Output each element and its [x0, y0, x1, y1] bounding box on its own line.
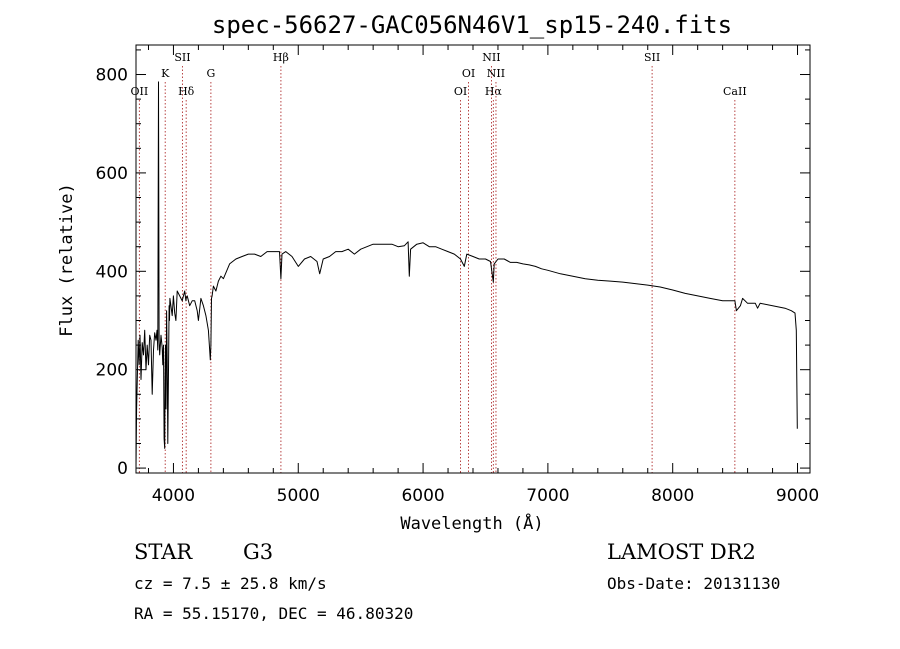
x-axis: 4000 5000 6000 7000 8000 9000: [147, 45, 819, 506]
object-class: STAR: [134, 540, 193, 564]
line-marker-label: OII: [131, 85, 149, 98]
redshift-text: cz = 7.5 ± 25.8 km/s: [134, 574, 327, 593]
line-marker-label: CaII: [723, 85, 747, 98]
line-marker-label: OI: [462, 67, 475, 80]
y-tick-label: 400: [96, 262, 128, 282]
x-tick-label: 4000: [152, 486, 195, 506]
line-marker-label: SII: [644, 51, 660, 64]
line-marker-label: G: [206, 67, 215, 80]
y-tick-label: 600: [96, 164, 128, 184]
line-marker-label: Hα: [485, 85, 503, 98]
survey-name: LAMOST DR2: [607, 540, 756, 564]
line-marker-label: NII: [482, 51, 500, 64]
chart-title: spec-56627-GAC056N46V1_sp15-240.fits: [212, 11, 732, 39]
spectral-subclass: G3: [243, 540, 273, 564]
x-tick-label: 8000: [651, 486, 694, 506]
line-marker-label: Hδ: [178, 85, 195, 98]
line-marker-label: NII: [487, 67, 505, 80]
x-tick-label: 7000: [526, 486, 569, 506]
y-axis: 0 200 400 600 800: [96, 49, 810, 479]
line-marker-label: SII: [174, 51, 190, 64]
line-marker-label: K: [161, 67, 170, 80]
spectrum-series: [135, 81, 798, 469]
x-tick-label: 6000: [401, 486, 444, 506]
y-tick-label: 800: [96, 66, 128, 86]
x-tick-label: 9000: [776, 486, 819, 506]
coordinates-text: RA = 55.15170, DEC = 46.80320: [134, 604, 413, 623]
line-marker-label: OI: [454, 85, 467, 98]
x-tick-label: 5000: [277, 486, 320, 506]
x-axis-label: Wavelength (Å): [400, 512, 543, 534]
line-markers: OII K SII Hδ G Hβ OI OI NII Hα NII SII CaII: [131, 51, 747, 473]
line-marker-label: Hβ: [273, 51, 289, 64]
y-tick-label: 200: [96, 361, 128, 381]
obs-date: Obs-Date: 20131130: [607, 574, 780, 593]
y-axis-label: Flux (relative): [57, 183, 77, 337]
y-tick-label: 0: [117, 459, 128, 479]
spectrum-line: [135, 81, 798, 469]
